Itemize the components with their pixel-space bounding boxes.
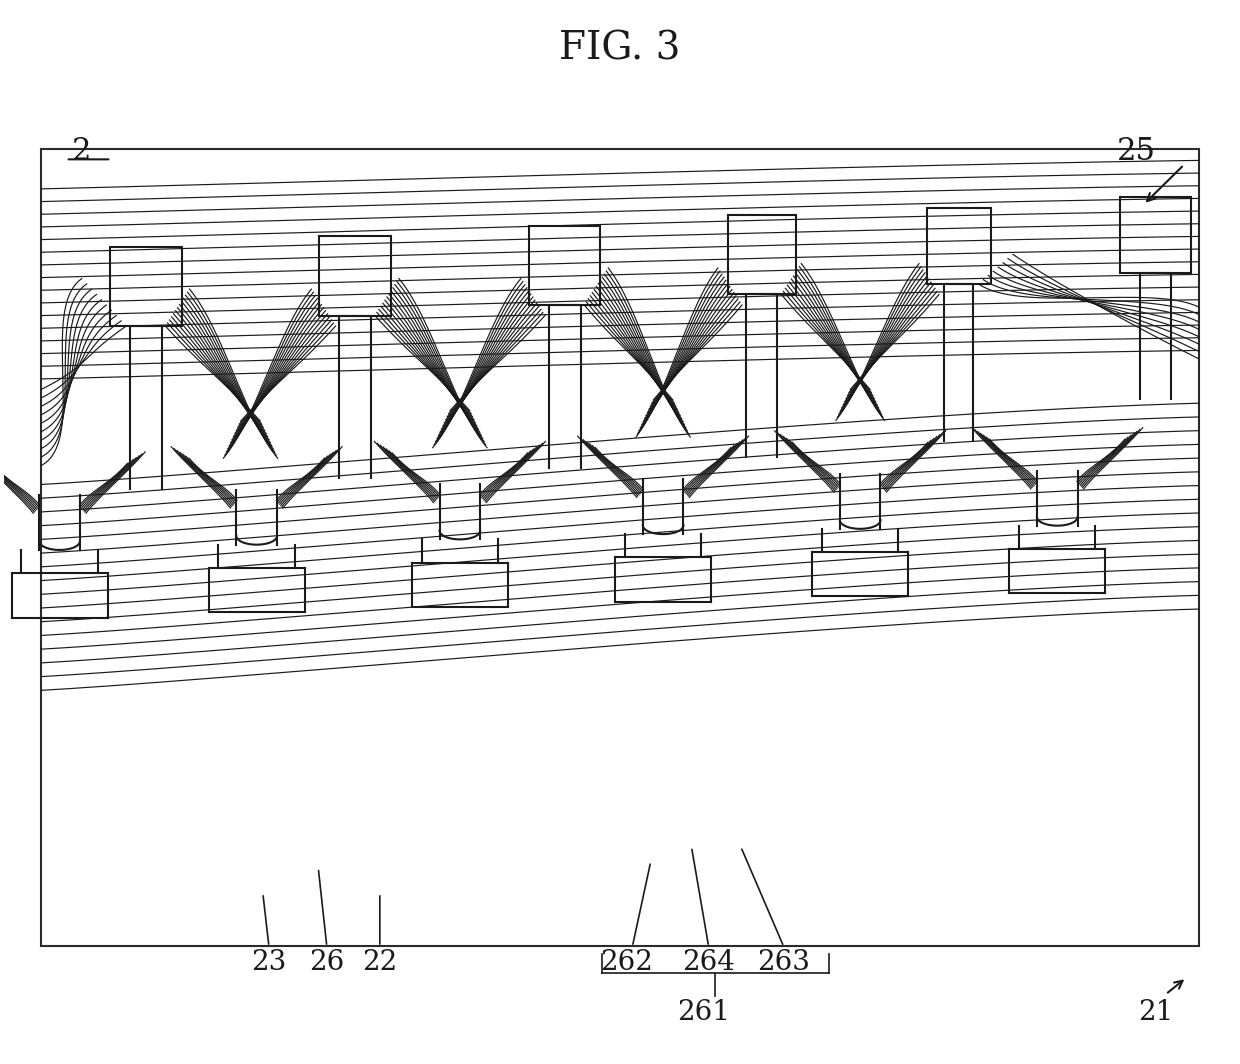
Text: 263: 263	[758, 949, 810, 976]
Text: 25: 25	[1117, 136, 1156, 167]
Text: 264: 264	[682, 949, 735, 976]
Text: 262: 262	[600, 949, 652, 976]
Text: 21: 21	[1138, 999, 1173, 1026]
Text: FIG. 3: FIG. 3	[559, 31, 681, 67]
Text: 22: 22	[362, 949, 398, 976]
Text: 26: 26	[309, 949, 345, 976]
Text: 23: 23	[252, 949, 286, 976]
Text: 2: 2	[72, 136, 92, 167]
Text: 261: 261	[677, 999, 730, 1026]
